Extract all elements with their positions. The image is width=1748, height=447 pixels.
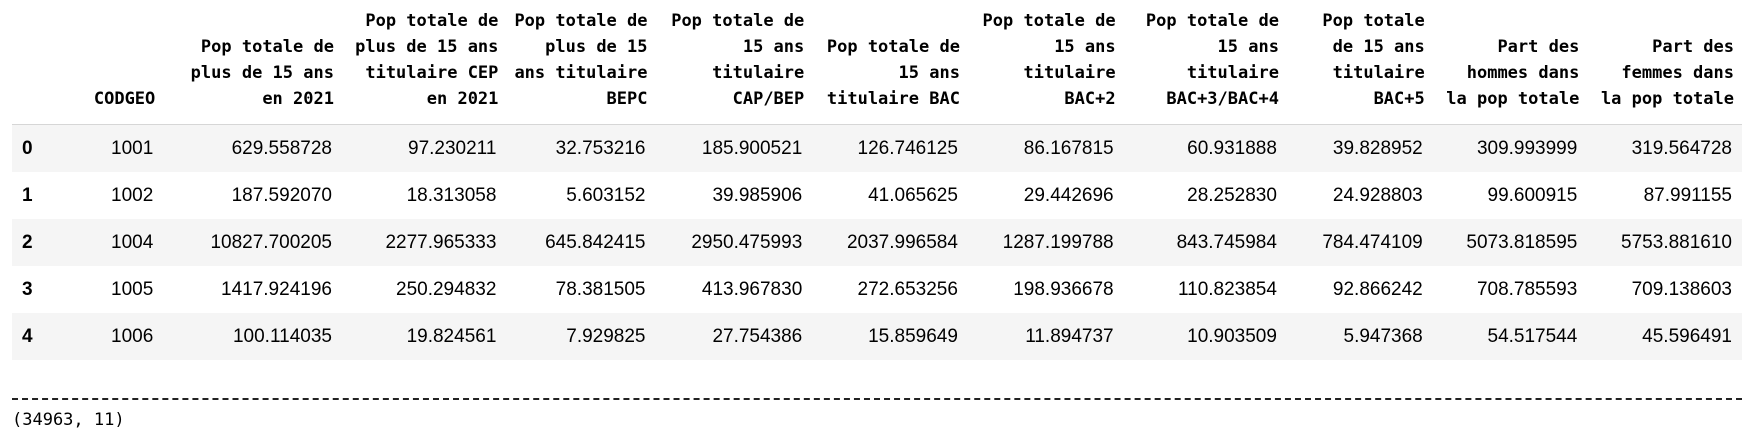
row-index: 2 <box>22 231 33 253</box>
column-header-index <box>12 0 56 125</box>
table-cell: 2950.475993 <box>691 231 803 253</box>
row-index: 1 <box>22 184 33 206</box>
table-cell: 413.967830 <box>701 278 803 300</box>
table-cell: 19.824561 <box>406 325 497 347</box>
table-cell: 5753.881610 <box>1621 231 1732 253</box>
table-cell: 110.823854 <box>1177 278 1277 300</box>
table-cell: 319.564728 <box>1631 137 1732 159</box>
table-row: 4 1006 100.114035 19.824561 7.929825 27.… <box>12 313 1742 360</box>
table-cell: 5.603152 <box>566 184 646 206</box>
table-cell: 32.753216 <box>555 137 646 159</box>
table-cell: 1006 <box>111 325 154 347</box>
table-cell: 41.065625 <box>868 184 958 206</box>
table-cell: 784.474109 <box>1322 231 1423 253</box>
column-header: Pop totale de plus de 15 ans titulaire C… <box>341 0 507 125</box>
row-index: 3 <box>22 278 33 300</box>
table-cell: 185.900521 <box>701 137 803 159</box>
column-header: Pop totale de plus de 15 ans en 2021 <box>163 0 342 125</box>
table-cell: 18.313058 <box>406 184 497 206</box>
column-header: Pop totale de 15 ans titulaire CAP/BEP <box>655 0 813 125</box>
table-cell: 7.929825 <box>566 325 646 347</box>
table-cell: 10.903509 <box>1187 325 1277 347</box>
column-header: Pop totale de 15 ans titulaire BAC <box>812 0 968 125</box>
table-cell: 15.859649 <box>868 325 958 347</box>
table-cell: 97.230211 <box>408 137 497 159</box>
output-separator <box>12 398 1742 400</box>
table-cell: 39.828952 <box>1332 137 1423 159</box>
column-header: Part des femmes dans la pop totale <box>1587 0 1742 125</box>
table-cell: 5073.818595 <box>1466 231 1578 253</box>
table-cell: 629.558728 <box>231 137 332 159</box>
dataframe-table: CODGEO Pop totale de plus de 15 ans en 2… <box>12 0 1742 360</box>
table-cell: 708.785593 <box>1476 278 1578 300</box>
table-cell: 2037.996584 <box>846 231 958 253</box>
column-header: Pop totale de 15 ans titulaire BAC+5 <box>1286 0 1433 125</box>
table-cell: 1417.924196 <box>221 278 332 300</box>
table-cell: 126.746125 <box>857 137 958 159</box>
table-cell: 272.653256 <box>857 278 958 300</box>
column-header: Pop totale de 15 ans titulaire BAC+3/BAC… <box>1123 0 1287 125</box>
table-cell: 99.600915 <box>1487 184 1578 206</box>
column-header: Pop totale de plus de 15 ans titulaire B… <box>506 0 656 125</box>
table-cell: 11.894737 <box>1025 325 1114 347</box>
table-cell: 1004 <box>111 231 154 253</box>
table-cell: 250.294832 <box>396 278 497 300</box>
table-cell: 198.936678 <box>1013 278 1114 300</box>
table-cell: 309.993999 <box>1476 137 1578 159</box>
table-cell: 100.114035 <box>232 325 332 347</box>
row-index: 4 <box>22 325 33 347</box>
table-cell: 29.442696 <box>1023 184 1114 206</box>
table-cell: 87.991155 <box>1643 184 1732 206</box>
table-cell: 1001 <box>111 137 154 159</box>
row-index: 0 <box>22 137 33 159</box>
dataframe-output: CODGEO Pop totale de plus de 15 ans en 2… <box>12 0 1742 360</box>
table-row: 0 1001 629.558728 97.230211 32.753216 18… <box>12 124 1742 172</box>
table-cell: 5.947368 <box>1343 325 1423 347</box>
table-cell: 28.252830 <box>1187 184 1277 206</box>
table-cell: 10827.700205 <box>210 231 332 253</box>
table-cell: 86.167815 <box>1023 137 1114 159</box>
table-cell: 843.745984 <box>1176 231 1277 253</box>
table-row: 3 1005 1417.924196 250.294832 78.381505 … <box>12 266 1742 313</box>
table-cell: 45.596491 <box>1642 325 1732 347</box>
column-header: Pop totale de 15 ans titulaire BAC+2 <box>967 0 1124 125</box>
shape-text: (34963, 11) <box>12 410 125 430</box>
table-header-row: CODGEO Pop totale de plus de 15 ans en 2… <box>12 0 1742 125</box>
column-header-codgeo: CODGEO <box>55 0 164 125</box>
table-cell: 78.381505 <box>555 278 646 300</box>
table-cell: 187.592070 <box>231 184 332 206</box>
table-row: 2 1004 10827.700205 2277.965333 645.8424… <box>12 219 1742 266</box>
table-cell: 24.928803 <box>1332 184 1423 206</box>
column-header: Part des hommes dans la pop totale <box>1432 0 1588 125</box>
table-row: 1 1002 187.592070 18.313058 5.603152 39.… <box>12 172 1742 219</box>
table-cell: 54.517544 <box>1487 325 1578 347</box>
table-cell: 1287.199788 <box>1002 231 1114 253</box>
table-cell: 645.842415 <box>545 231 646 253</box>
table-cell: 39.985906 <box>712 184 803 206</box>
table-cell: 1002 <box>111 184 154 206</box>
table-cell: 709.138603 <box>1631 278 1732 300</box>
table-cell: 27.754386 <box>712 325 803 347</box>
table-cell: 92.866242 <box>1332 278 1423 300</box>
table-cell: 2277.965333 <box>385 231 497 253</box>
table-cell: 60.931888 <box>1187 137 1277 159</box>
table-cell: 1005 <box>111 278 154 300</box>
